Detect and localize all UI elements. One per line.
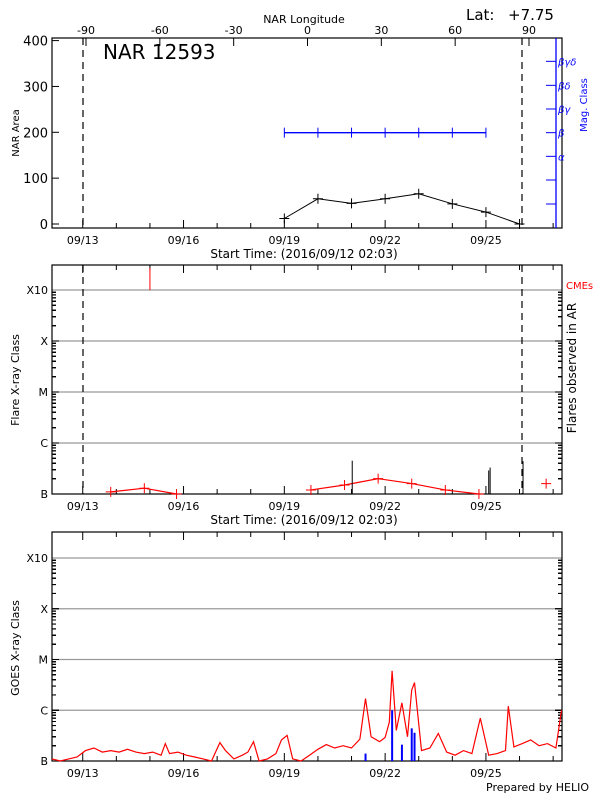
x-tick-label: 09/13 — [67, 234, 99, 247]
longitude-tick-label: -90 — [77, 24, 95, 37]
area-point — [480, 207, 491, 218]
flare-rate-point — [406, 478, 417, 489]
y-tick-label: X — [40, 335, 48, 348]
longitude-tick-label: 0 — [304, 24, 311, 37]
lat-value: +7.75 — [508, 6, 554, 24]
area-point — [514, 219, 525, 229]
mag-class-tick-label: β — [557, 129, 565, 140]
x-tick-label: 09/13 — [67, 500, 99, 513]
panel-frame — [51, 264, 563, 495]
flare-rate-point — [139, 483, 150, 494]
panel2-y2label: Flares observed in AR — [565, 303, 579, 433]
panel1-ylabel: NAR Area — [11, 109, 22, 156]
flare-rate-point — [473, 489, 484, 499]
mag-class-tick-label: βγ — [557, 105, 571, 116]
x-tick-label: 09/19 — [268, 767, 300, 780]
y-tick-label: 300 — [23, 80, 48, 95]
x-tick-label: 09/22 — [369, 500, 401, 513]
panel2-ylabel: Flare X-ray Class — [9, 334, 22, 426]
y-tick-label: 100 — [23, 172, 48, 187]
y-tick-label: 400 — [23, 35, 48, 50]
x-tick-label: 09/25 — [470, 234, 502, 247]
flare-rate-point — [339, 480, 350, 491]
y-tick-label: X10 — [26, 284, 48, 297]
goes-long-line — [51, 670, 563, 762]
flare-rate-point — [373, 473, 384, 484]
flare-rate-point — [305, 484, 316, 495]
flare-rate-point — [105, 486, 116, 497]
mag-class-tick-label: α — [558, 152, 565, 163]
mag-class-tick-label: βδ — [557, 81, 571, 92]
y-tick-label: C — [40, 704, 48, 717]
footer-credit: Prepared by HELIO — [486, 781, 589, 794]
x-tick-label: 09/19 — [268, 234, 300, 247]
x-tick-label: 09/16 — [168, 500, 200, 513]
y-tick-label: M — [39, 386, 49, 399]
area-point — [413, 188, 424, 199]
lat-label: Lat: — [466, 6, 494, 24]
y-tick-label: B — [40, 755, 48, 768]
longitude-tick-label: 60 — [448, 24, 462, 37]
x-tick-label: 09/16 — [168, 767, 200, 780]
region-title: NAR 12593 — [103, 40, 216, 64]
flare-rate-line — [110, 487, 177, 495]
area-line — [284, 193, 520, 225]
y-tick-label: C — [40, 437, 48, 450]
mag-class-tick-label: βγδ — [557, 57, 576, 68]
panel3-ylabel: GOES X-ray Class — [9, 600, 22, 696]
panel1-xlabel: Start Time: (2016/09/12 02:03) — [210, 247, 397, 261]
area-point — [312, 193, 323, 204]
x-tick-label: 09/25 — [470, 767, 502, 780]
y-tick-label: 0 — [40, 218, 48, 233]
mag-class-label: Mag. Class — [579, 78, 590, 132]
area-point — [279, 213, 290, 224]
panel2-xlabel: Start Time: (2016/09/12 02:03) — [210, 513, 397, 527]
area-point — [346, 198, 357, 209]
flare-rate-point — [541, 478, 552, 489]
y-tick-label: 200 — [23, 126, 48, 141]
longitude-tick-label: 90 — [522, 24, 536, 37]
longitude-tick-label: 30 — [374, 24, 388, 37]
flare-rate-line — [310, 478, 480, 495]
x-tick-label: 09/19 — [268, 500, 300, 513]
area-point — [447, 198, 458, 209]
area-point — [380, 193, 391, 204]
longitude-tick-label: -60 — [151, 24, 169, 37]
longitude-tick-label: -30 — [225, 24, 243, 37]
x-tick-label: 09/25 — [470, 500, 502, 513]
flare-rate-point — [440, 484, 451, 495]
x-tick-label: 09/22 — [369, 234, 401, 247]
panel-frame — [51, 531, 563, 762]
y-tick-label: M — [39, 654, 49, 667]
y-tick-label: B — [40, 488, 48, 501]
cme-label: CMEs — [566, 281, 593, 292]
y-tick-label: X — [40, 603, 48, 616]
x-tick-label: 09/16 — [168, 234, 200, 247]
longitude-axis-label: NAR Longitude — [263, 13, 345, 26]
y-tick-label: X10 — [26, 552, 48, 565]
flare-rate-point — [171, 489, 182, 499]
x-tick-label: 09/22 — [369, 767, 401, 780]
x-tick-label: 09/13 — [67, 767, 99, 780]
